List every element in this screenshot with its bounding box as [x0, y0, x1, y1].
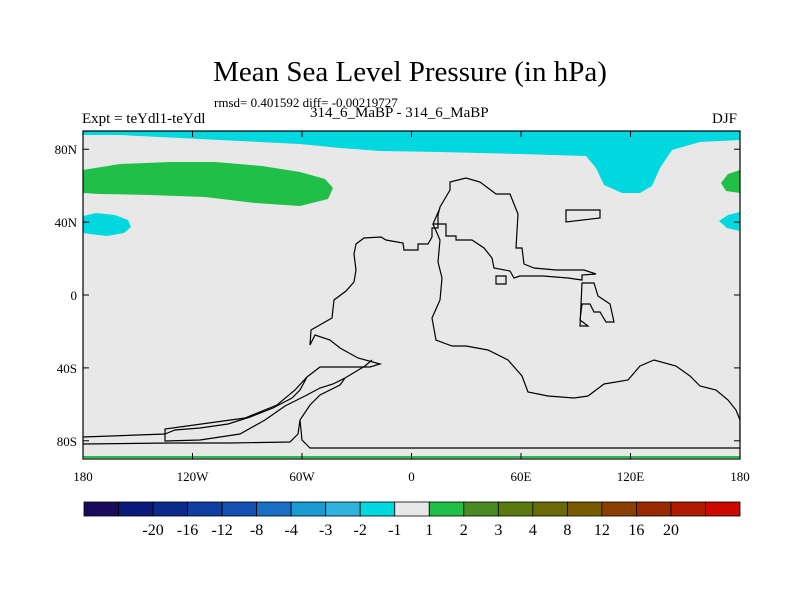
- x-axis: 180 120W 60W 0 60E 120E 180: [73, 131, 750, 484]
- x-tick-label: 120E: [617, 469, 645, 484]
- chart-title: Mean Sea Level Pressure (in hPa): [213, 56, 607, 88]
- colorbar-swatch: [325, 501, 361, 517]
- north-pacific-negative-region: [83, 213, 131, 236]
- colorbar-label: -12: [211, 522, 232, 539]
- colorbar-label: 20: [663, 522, 679, 539]
- colorbar-label: 2: [460, 522, 468, 539]
- dateline-negative-region: [719, 212, 740, 231]
- colorbar-label: -16: [177, 522, 198, 539]
- colorbar-swatch: [152, 501, 188, 517]
- colorbar-swatch: [566, 501, 603, 517]
- colorbar-swatch: [221, 501, 258, 517]
- x-tick-label: 60E: [511, 469, 532, 484]
- colorbar-swatch: [256, 501, 292, 517]
- colorbar-label: 16: [628, 522, 644, 539]
- colorbar-swatch: [705, 501, 741, 517]
- colorbar-label: -20: [142, 522, 163, 539]
- colorbar-swatch: [290, 501, 327, 517]
- colorbar-swatch: [532, 501, 568, 517]
- x-tick-label: 60W: [289, 469, 315, 484]
- colorbar-label: 3: [494, 522, 502, 539]
- y-tick-label: 0: [71, 288, 78, 303]
- x-tick-label: 180: [73, 469, 93, 484]
- colorbar-swatch: [394, 501, 430, 517]
- colorbar-label: 8: [563, 522, 571, 539]
- colorbar-label: -2: [354, 522, 367, 539]
- dateline-positive-region: [721, 170, 740, 193]
- y-tick-label: 40S: [57, 361, 77, 376]
- y-tick-label: 80S: [57, 434, 77, 449]
- colorbar-swatch: [463, 501, 499, 517]
- x-tick-label: 0: [408, 469, 415, 484]
- coastline-africa-eurasia: [431, 223, 740, 440]
- colorbar-swatch: [187, 501, 223, 517]
- experiment-label: Expt = teYdl1-teYdl: [82, 111, 206, 127]
- colorbar-label: -8: [250, 522, 263, 539]
- coastline-layer: [83, 177, 740, 449]
- coastline-antarctica-edge: [83, 377, 740, 449]
- y-tick-label: 80N: [55, 142, 78, 157]
- coastline-south-america: [164, 359, 373, 442]
- colorbar-label: -4: [284, 522, 297, 539]
- y-tick-label: 40N: [55, 215, 78, 230]
- y-axis: 80N 40N 0 40S 80S: [55, 142, 740, 449]
- x-tick-label: 180: [730, 469, 750, 484]
- colorbar-swatch: [359, 501, 396, 517]
- x-tick-label: 120W: [177, 469, 210, 484]
- colorbar-label: 4: [529, 522, 537, 539]
- contour-fill-layer: [83, 131, 740, 236]
- stats-line: rmsd= 0.401592 diff= -0.00219727: [214, 95, 398, 110]
- coastline-asia-islands: [495, 209, 615, 327]
- colorbar: -20 -16 -12 -8 -4 -3 -2 -1 1 2 3 4 8 12 16 20: [83, 501, 741, 539]
- coastline-americas: [83, 177, 597, 438]
- colorbar-swatch: [428, 501, 465, 517]
- colorbar-label: -3: [319, 522, 332, 539]
- colorbar-label: -1: [388, 522, 401, 539]
- colorbar-swatch: [636, 501, 672, 517]
- north-pacific-positive-region: [83, 162, 333, 206]
- colorbar-swatch: [118, 501, 154, 517]
- colorbar-label: 12: [594, 522, 610, 539]
- colorbar-label: 1: [425, 522, 433, 539]
- colorbar-swatch: [497, 501, 534, 517]
- run-comparison-label: 314_6_MaBP - 314_6_MaBP: [310, 105, 489, 121]
- season-label: DJF: [712, 111, 738, 127]
- arctic-negative-region: [83, 131, 740, 193]
- colorbar-swatch: [670, 501, 706, 517]
- colorbar-swatch: [601, 501, 637, 517]
- colorbar-swatch: [83, 501, 119, 517]
